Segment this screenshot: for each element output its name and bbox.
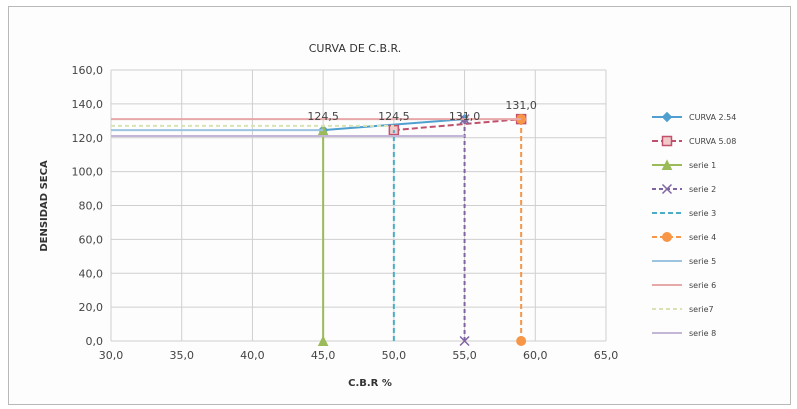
data-label: 124,5 <box>307 110 339 123</box>
legend-label: serie 2 <box>689 185 716 194</box>
legend-entry: serie 8 <box>652 329 716 338</box>
legend-entry: CURVA 2.54 <box>652 111 736 123</box>
legend-label: CURVA 2.54 <box>689 113 736 122</box>
series-marker <box>661 135 673 147</box>
series-line <box>393 118 522 132</box>
x-tick-label: 50,0 <box>382 349 407 362</box>
y-tick-label: 60,0 <box>79 233 104 246</box>
legend-entry: serie 3 <box>652 209 716 218</box>
series-line <box>323 118 465 132</box>
x-tick-label: 30,0 <box>99 349 124 362</box>
y-axis-title: DENSIDAD SECA <box>39 160 50 252</box>
data-label: 131,0 <box>449 110 481 123</box>
data-label: 131,0 <box>505 99 537 112</box>
series-marker <box>661 159 673 170</box>
y-tick-label: 40,0 <box>79 267 104 280</box>
legend-label: CURVA 5.08 <box>689 137 736 146</box>
series-marker <box>459 335 470 347</box>
legend-label: serie 6 <box>689 281 716 290</box>
legend-entry: serie 6 <box>652 281 716 290</box>
series-serie-1 <box>317 124 329 346</box>
legend-entry: serie 5 <box>652 257 716 266</box>
chart-title: CURVA DE C.B.R. <box>309 42 402 55</box>
series-marker <box>661 183 673 195</box>
series-marker <box>516 336 527 346</box>
x-tick-label: 65,0 <box>594 349 619 362</box>
legend-label: serie 3 <box>689 209 716 218</box>
series-serie-4 <box>516 114 527 346</box>
series-marker <box>662 232 672 242</box>
series-marker <box>317 335 329 346</box>
x-tick-label: 35,0 <box>169 349 194 362</box>
series-layer <box>111 113 527 347</box>
legend-entry: serie 1 <box>652 159 716 170</box>
legend-label: serie 1 <box>689 161 716 170</box>
data-labels: 124,5 124,5 131,0 131,0 <box>307 99 537 123</box>
legend-entry: CURVA 5.08 <box>652 135 736 147</box>
legend-label: serie 8 <box>689 329 716 338</box>
legend-entry: serie 2 <box>652 183 716 195</box>
y-tick-label: 120,0 <box>72 132 104 145</box>
legend-entry: serie 4 <box>652 232 716 242</box>
legend-entry: serie7 <box>652 305 714 314</box>
legend-label: serie7 <box>689 305 714 314</box>
x-tick-label: 60,0 <box>523 349 548 362</box>
x-axis-title: C.B.R % <box>348 378 392 389</box>
x-tick-label: 45,0 <box>311 349 336 362</box>
y-tick-label: 100,0 <box>72 166 104 179</box>
data-label: 124,5 <box>378 110 410 123</box>
y-tick-label: 0,0 <box>86 335 104 348</box>
legend-label: serie 4 <box>689 233 716 242</box>
y-tick-label: 80,0 <box>79 200 104 213</box>
x-tick-label: 55,0 <box>452 349 477 362</box>
y-tick-label: 140,0 <box>72 98 104 111</box>
legend-label: serie 5 <box>689 257 716 266</box>
y-tick-label: 160,0 <box>72 64 104 77</box>
x-tick-label: 40,0 <box>240 349 265 362</box>
y-tick-label: 20,0 <box>79 301 104 314</box>
series-marker <box>661 111 673 123</box>
axis-ticks: 0,0 20,0 40,0 60,0 80,0 100,0 120,0 140,0 160,0 3… <box>72 64 619 362</box>
legend: CURVA 2.54 CURVA 5.08 serie 1 serie 2 serie … <box>652 111 736 338</box>
